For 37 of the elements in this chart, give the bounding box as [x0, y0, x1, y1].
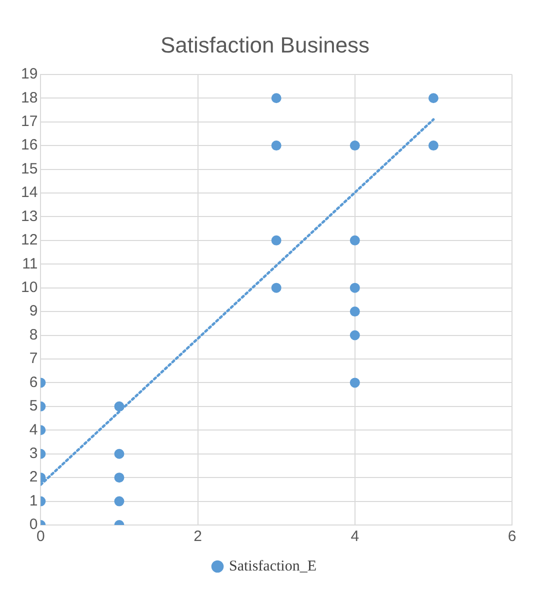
y-tick-label: 1 — [29, 492, 38, 510]
y-tick-label: 17 — [20, 112, 38, 130]
point — [428, 93, 438, 104]
x-tick-label: 4 — [350, 528, 360, 546]
chart-title: Satisfaction Business — [160, 32, 370, 58]
y-tick-label: 9 — [29, 302, 38, 320]
y-tick-label: 4 — [29, 421, 38, 438]
y-tick-label: 14 — [20, 184, 38, 202]
y-tick-label: 0 — [29, 516, 38, 534]
point — [271, 282, 282, 293]
y-tick-label: 2 — [29, 468, 38, 486]
y-tick-label: 7 — [29, 350, 38, 368]
y-tick-label: 18 — [20, 89, 38, 106]
y-tick-label: 16 — [20, 136, 38, 154]
y-tick-label: 5 — [29, 398, 38, 415]
point — [428, 140, 438, 151]
y-tick-label: 19 — [20, 66, 38, 83]
point — [350, 282, 360, 293]
point — [350, 235, 360, 246]
point — [350, 306, 360, 317]
x-tick-label: 2 — [194, 528, 202, 546]
y-tick-label: 11 — [22, 255, 38, 272]
point — [350, 378, 360, 388]
point — [350, 330, 360, 340]
point — [271, 93, 282, 104]
y-tick-label: 13 — [20, 208, 38, 225]
x-tick-label: 6 — [508, 528, 516, 546]
point — [271, 140, 282, 151]
y-tick-label: 10 — [20, 278, 38, 296]
legend-label: Satisfaction_E — [229, 558, 316, 574]
y-tick-label: 12 — [20, 232, 38, 249]
y-tick-label: 8 — [29, 326, 38, 344]
y-tick-label: 15 — [20, 160, 38, 178]
point — [350, 140, 360, 151]
y-tick-label: 6 — [29, 374, 38, 391]
y-tick-label: 3 — [29, 444, 38, 462]
point — [271, 235, 282, 246]
